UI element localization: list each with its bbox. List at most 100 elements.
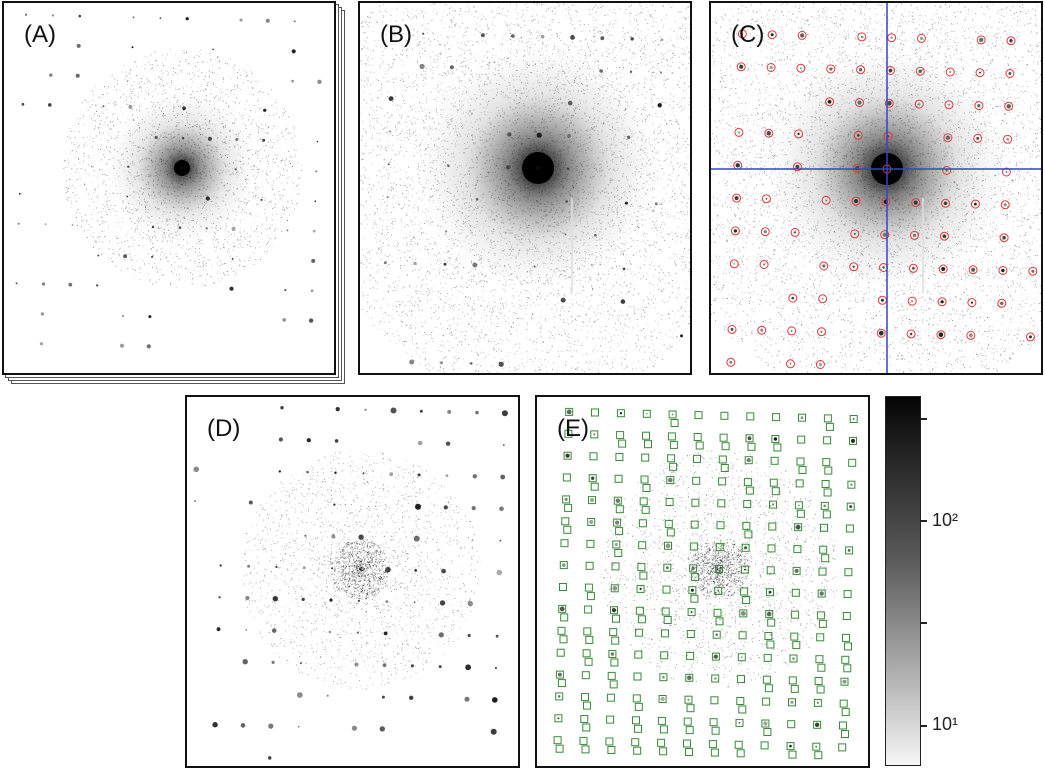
peak-marker — [884, 98, 894, 108]
bragg-spot — [890, 36, 893, 39]
prediction-box — [797, 435, 806, 444]
prediction-box — [720, 411, 729, 420]
bragg-spot — [919, 36, 924, 41]
bragg-spot — [212, 48, 214, 51]
bragg-spot — [665, 543, 671, 549]
prediction-box — [590, 482, 599, 491]
bragg-spot — [331, 534, 336, 539]
bragg-spot — [795, 164, 800, 169]
peak-marker — [942, 166, 952, 175]
prediction-box — [738, 631, 747, 640]
bragg-spot — [657, 103, 662, 108]
prediction-box — [635, 628, 644, 637]
prediction-box — [584, 583, 593, 592]
peak-marker — [880, 230, 890, 240]
bragg-spot — [490, 728, 497, 735]
prediction-box — [841, 730, 849, 738]
bragg-spot — [182, 106, 186, 111]
prediction-box — [769, 478, 778, 487]
prediction-box — [818, 567, 827, 576]
bragg-spot — [499, 506, 504, 512]
prediction-box — [667, 454, 676, 463]
bragg-spot — [387, 163, 390, 166]
prediction-boxes — [553, 407, 858, 760]
peak-marker — [794, 129, 804, 139]
bragg-spot — [943, 201, 948, 206]
prediction-box — [839, 699, 848, 708]
prediction-box — [560, 539, 569, 548]
bragg-spot — [740, 611, 746, 616]
bragg-spot — [475, 410, 479, 415]
colorbar-label-high: 10² — [932, 510, 958, 531]
prediction-box — [721, 442, 730, 451]
prediction-box — [640, 475, 649, 484]
prediction-box — [746, 412, 755, 421]
prediction-box — [616, 431, 625, 440]
prediction-box — [744, 456, 753, 465]
prediction-box — [742, 521, 751, 530]
bragg-spot — [795, 524, 801, 530]
panel-a-raw-frame-stack: (A) — [2, 1, 336, 375]
prediction-box — [693, 454, 701, 463]
bragg-spot — [331, 567, 334, 570]
bragg-spot — [422, 32, 425, 35]
prediction-box — [849, 436, 857, 445]
prediction-box — [660, 651, 669, 660]
peak-marker — [732, 193, 742, 203]
prediction-box — [607, 746, 616, 754]
bragg-spot — [467, 600, 473, 607]
peak-marker — [973, 133, 983, 143]
prediction-box — [812, 742, 821, 751]
bragg-spot — [441, 568, 446, 574]
prediction-box — [611, 562, 620, 571]
bragg-spot — [328, 630, 332, 634]
bragg-spot — [798, 504, 800, 507]
prediction-box — [790, 684, 799, 693]
bragg-spot — [850, 438, 856, 443]
prediction-box — [634, 702, 643, 711]
panel-b-diffraction-image — [360, 3, 690, 373]
bragg-spot — [859, 68, 863, 72]
prediction-box — [787, 720, 796, 729]
bragg-spot — [501, 410, 508, 417]
prediction-box — [555, 692, 564, 701]
bragg-spot — [671, 413, 674, 416]
bragg-spot — [480, 33, 485, 38]
peak-marker — [734, 127, 744, 137]
bragg-spot — [467, 633, 471, 638]
prediction-box — [657, 738, 666, 747]
prediction-box — [591, 408, 599, 417]
peak-marker — [883, 131, 893, 141]
bragg-spot — [739, 64, 744, 69]
prediction-box — [763, 653, 772, 662]
peak-marker — [761, 194, 771, 204]
prediction-box — [555, 670, 564, 679]
prediction-box — [584, 605, 593, 614]
bragg-spot — [730, 327, 734, 331]
bragg-spot — [567, 134, 571, 138]
bragg-spot — [790, 700, 794, 704]
prediction-box — [747, 442, 756, 451]
bragg-spot — [419, 63, 425, 70]
bragg-spot — [942, 234, 947, 238]
prediction-box — [717, 499, 726, 508]
bragg-spot — [852, 418, 855, 420]
prediction-box — [663, 616, 672, 624]
bragg-spot — [794, 568, 799, 573]
peak-marker — [851, 196, 861, 206]
bragg-spot — [413, 601, 416, 603]
bragg-spot — [282, 318, 287, 322]
prediction-box — [686, 651, 695, 660]
prediction-box — [720, 464, 729, 472]
prediction-box — [823, 488, 832, 497]
prediction-box — [786, 742, 795, 751]
prediction-box — [561, 517, 570, 526]
bragg-spot — [247, 564, 251, 568]
bragg-spot — [665, 566, 669, 570]
bragg-spot — [660, 696, 665, 702]
bragg-spot — [268, 723, 274, 729]
bragg-spot — [464, 696, 470, 702]
bragg-spot — [245, 595, 250, 601]
bragg-spot — [948, 103, 950, 106]
bragg-spot — [976, 137, 980, 140]
